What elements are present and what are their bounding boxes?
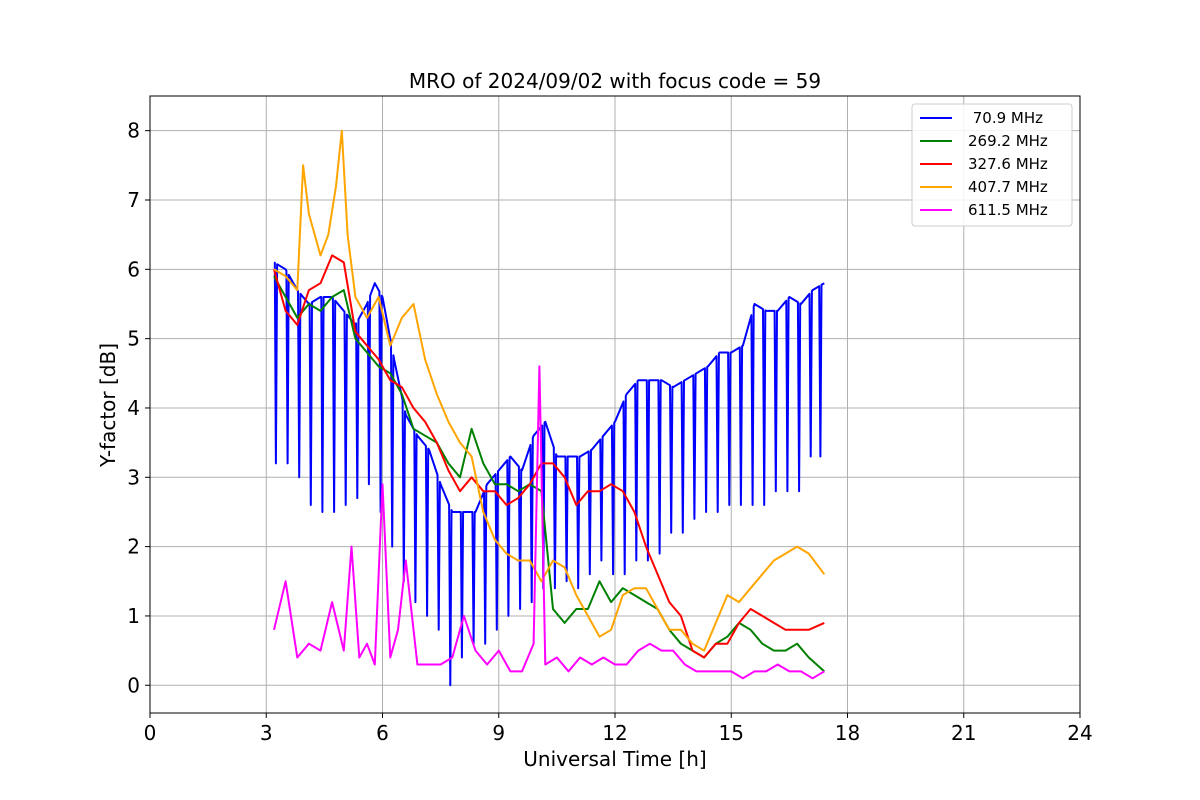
- x-tick-label: 6: [376, 721, 389, 745]
- y-tick-label: 0: [127, 673, 140, 697]
- x-tick-label: 3: [260, 721, 273, 745]
- y-tick-label: 5: [127, 327, 140, 351]
- legend: 70.9 MHz 269.2 MHz 327.6 MHz 407.7 MHz 611.5…: [911, 103, 1073, 227]
- x-axis: 0 3 6 9 12 15 18 21 24: [144, 713, 1093, 745]
- x-tick-label: 0: [144, 721, 157, 745]
- y-tick-label: 6: [127, 257, 140, 281]
- y-tick-label: 1: [127, 604, 140, 628]
- y-tick-label: 8: [127, 119, 140, 143]
- x-tick-label: 12: [602, 721, 627, 745]
- y-tick-label: 4: [127, 396, 140, 420]
- y-tick-label: 2: [127, 535, 140, 559]
- legend-label: 611.5 MHz: [968, 201, 1048, 219]
- x-tick-label: 15: [719, 721, 744, 745]
- series-line: [273, 129, 826, 652]
- legend-label: 70.9 MHz: [968, 109, 1043, 127]
- y-tick-label: 3: [127, 465, 140, 489]
- y-axis-label: Y-factor [dB]: [96, 343, 120, 468]
- grid: [149, 96, 1081, 713]
- x-tick-label: 24: [1067, 721, 1092, 745]
- series-line: [273, 275, 825, 673]
- legend-label: 269.2 MHz: [968, 132, 1048, 150]
- legend-label: 407.7 MHz: [968, 178, 1048, 196]
- chart-title: MRO of 2024/09/02 with focus code = 59: [409, 69, 821, 93]
- series-line: [273, 365, 825, 680]
- x-tick-label: 21: [951, 721, 976, 745]
- y-tick-label: 7: [127, 188, 140, 212]
- series-line: [273, 254, 825, 659]
- x-tick-label: 18: [835, 721, 860, 745]
- y-axis: 0 1 2 3 4 5 6 7 8: [127, 119, 150, 697]
- series-layer: [273, 129, 826, 687]
- x-axis-label: Universal Time [h]: [523, 747, 706, 771]
- legend-label: 327.6 MHz: [968, 155, 1048, 173]
- series-line: [273, 261, 825, 687]
- legend-box: [911, 103, 1073, 227]
- x-tick-label: 9: [492, 721, 505, 745]
